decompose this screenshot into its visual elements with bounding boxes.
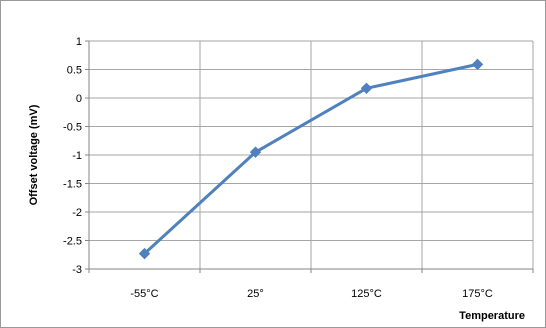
x-tick-label: -55°C (130, 288, 158, 300)
y-tick-label: -2 (72, 207, 82, 219)
x-tick-label: 25° (247, 288, 264, 300)
y-axis-title: Offset voltage (mV) (28, 104, 40, 205)
data-point-marker (138, 247, 151, 260)
data-point-marker (471, 58, 484, 71)
data-point-marker (360, 82, 373, 95)
x-axis-title: Temperature (459, 310, 525, 322)
y-tick-label: -2.5 (63, 236, 82, 248)
x-tick-label: 175°C (462, 288, 493, 300)
y-tick-label: -1.5 (63, 179, 82, 191)
y-tick-label: 1 (76, 36, 82, 48)
y-tick-label: 0.5 (67, 65, 82, 77)
series-line (143, 62, 478, 255)
y-tick-label: -0.5 (63, 122, 82, 134)
y-tick-label: 0 (76, 93, 82, 105)
y-tick-label: -1 (72, 150, 82, 162)
x-tick-label: 125°C (351, 288, 382, 300)
y-tick-label: -3 (72, 264, 82, 276)
data-point-marker (249, 146, 262, 158)
